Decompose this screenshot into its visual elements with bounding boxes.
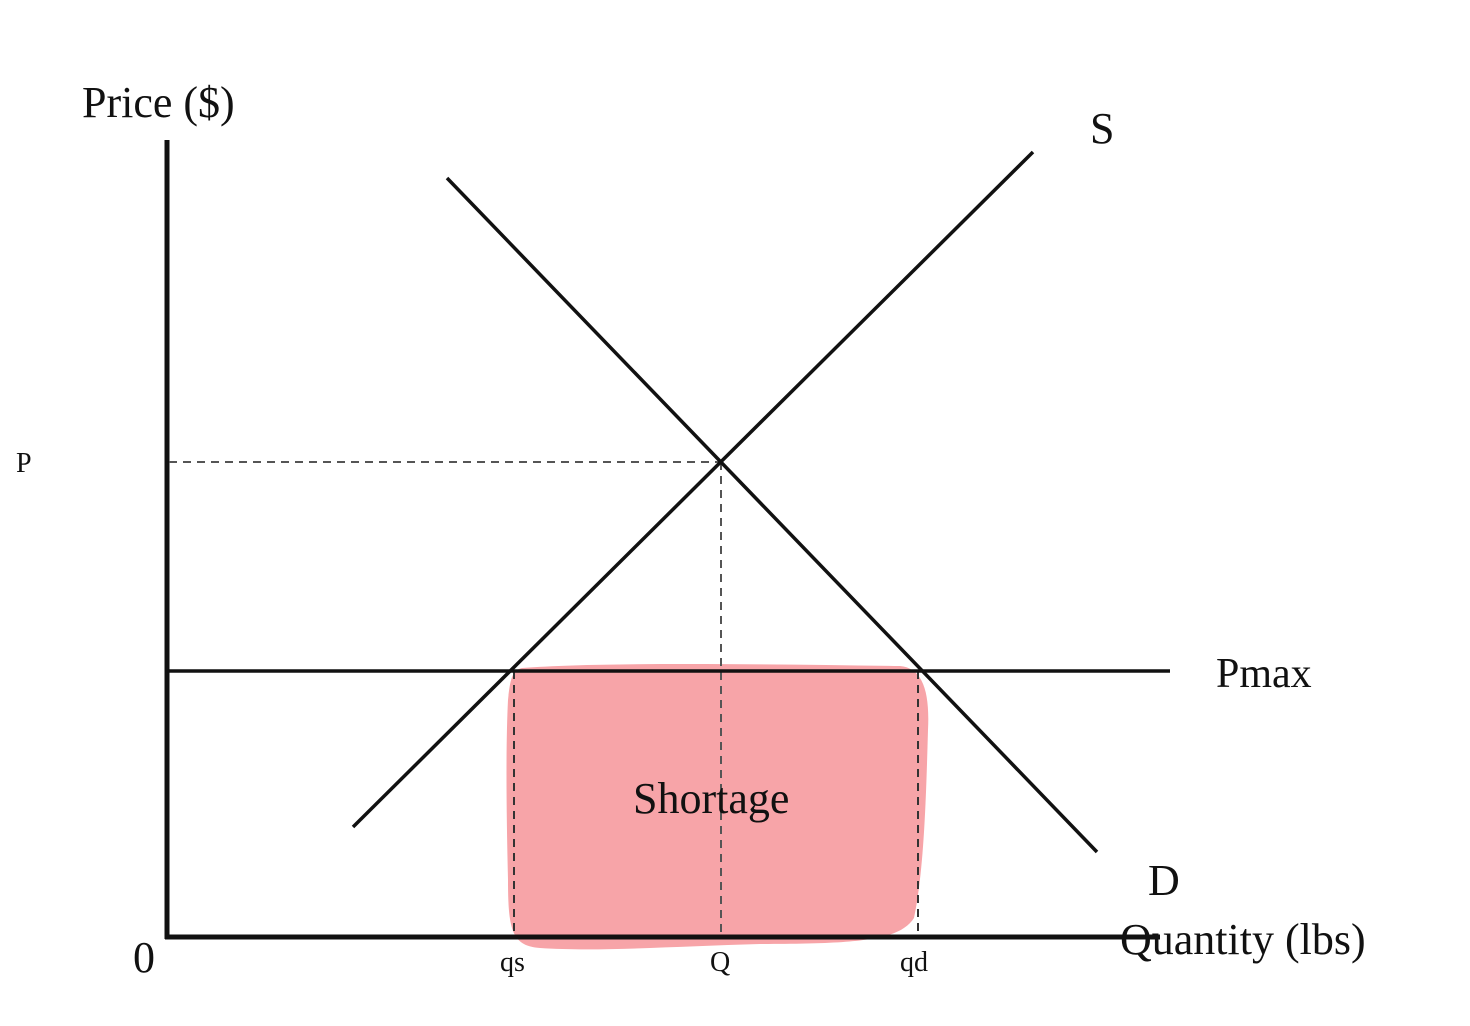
origin-label: 0 [133,933,155,982]
qs-label: qs [500,947,525,978]
supply-curve [351,150,1035,829]
supply-label: S [1090,104,1114,153]
demand-label: D [1148,856,1180,905]
shortage-label: Shortage [633,774,789,823]
qd-label: qd [900,947,928,978]
q-label: Q [710,947,730,978]
shortage-region [506,664,929,950]
demand-curve [445,176,1099,854]
y-axis-label: Price ($) [82,78,235,127]
x-axis-label: Quantity (lbs) [1120,915,1366,964]
price-label: P [16,448,32,479]
price-ceiling-label: Pmax [1216,651,1312,697]
